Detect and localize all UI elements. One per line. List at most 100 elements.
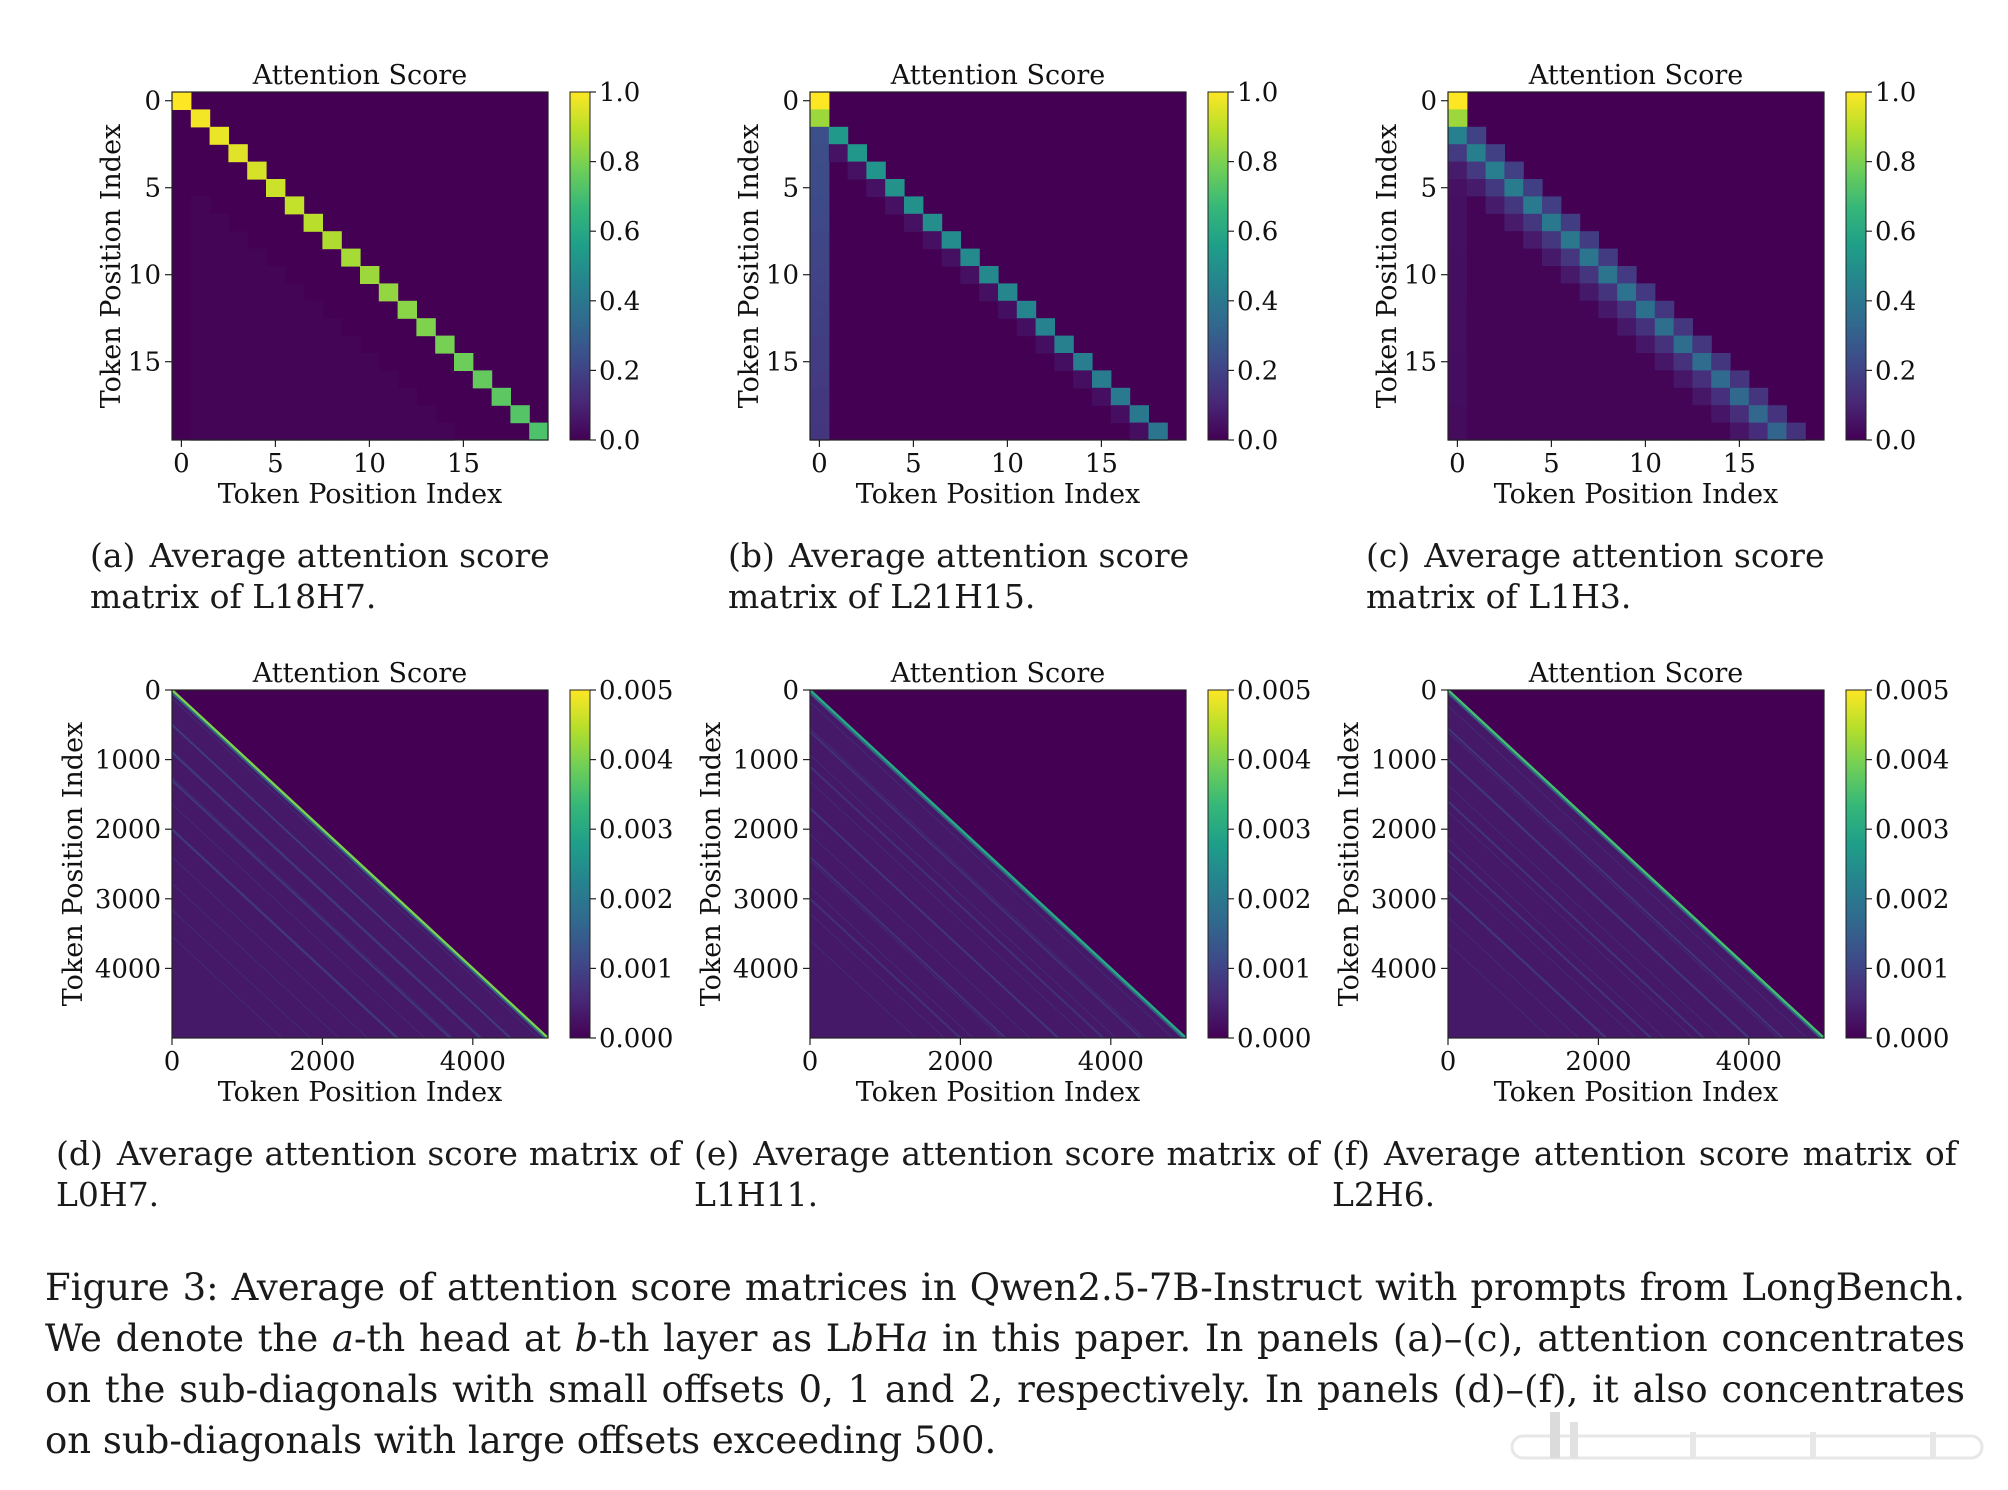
colorbar-tick-label: 0.0 xyxy=(1875,426,1916,456)
heatmap-cell xyxy=(1448,266,1468,284)
sub-diagonal-line xyxy=(1447,758,1750,1039)
heatmap-cell xyxy=(1504,179,1524,197)
colorbar-tick-label: 0.001 xyxy=(1875,954,1949,984)
heatmap-cell xyxy=(1466,266,1487,284)
heatmap-cell xyxy=(190,422,211,441)
near-diagonal-line xyxy=(1447,692,1822,1039)
heatmap-cell xyxy=(303,370,323,389)
heatmap-cell xyxy=(190,370,211,389)
heatmap-cell xyxy=(1542,213,1562,232)
heatmap-cell xyxy=(810,353,830,371)
sub-diagonal-line xyxy=(1447,890,1608,1039)
heatmap-cell xyxy=(1767,422,1787,441)
chart-title: Attention Score xyxy=(890,658,1106,689)
colorbar-tick-label: 1.0 xyxy=(599,78,640,108)
heatmap-cell xyxy=(1504,318,1524,337)
heatmap-cell xyxy=(904,196,924,215)
heatmap-cell xyxy=(1542,300,1562,319)
colorbar-tick-label: 0.4 xyxy=(1237,287,1278,317)
heatmap-cell xyxy=(1579,387,1599,406)
heatmap-cell xyxy=(190,196,211,215)
heatmap-cell xyxy=(810,196,830,215)
heatmap-cell xyxy=(284,405,305,424)
heatmap-cell xyxy=(810,318,830,337)
heatmap-cell xyxy=(1466,179,1487,197)
heatmap-cell xyxy=(1485,353,1505,371)
heatmap-cell xyxy=(1448,196,1468,215)
heatmap-cell xyxy=(1598,318,1618,337)
heatmap-cell xyxy=(1560,353,1581,371)
sub-diagonal-line xyxy=(171,803,426,1039)
sub-diagonal-line xyxy=(171,724,512,1039)
heatmap-cell xyxy=(1560,283,1581,302)
y-axis-label: Token Position Index xyxy=(58,722,89,1007)
heatmap-cell xyxy=(228,318,248,337)
axes-frame xyxy=(1447,91,1825,441)
heatmap-cell xyxy=(360,370,380,389)
colorbar-tick-label: 0.0 xyxy=(599,426,640,456)
heatmap-cell xyxy=(209,370,229,389)
heatmap-cell xyxy=(810,231,830,250)
heatmap-cell xyxy=(266,300,286,319)
heatmap-cell xyxy=(1485,387,1505,406)
heatmap-cell xyxy=(1448,335,1468,354)
heatmap-cell xyxy=(341,248,361,267)
heatmap-cell xyxy=(360,266,380,284)
y-tick-label: 4000 xyxy=(1371,954,1437,984)
colorbar xyxy=(1845,91,1867,441)
heatmap-cell xyxy=(1617,318,1637,337)
heatmap-cell xyxy=(190,248,211,267)
colorbar-tick-label: 0.6 xyxy=(1237,217,1278,247)
heatmap-cell xyxy=(228,300,248,319)
heatmap-cell xyxy=(1617,387,1637,406)
sub-diagonal-line xyxy=(809,939,917,1039)
caption-b: (b) Average attention score matrix of L21… xyxy=(728,535,1288,617)
heatmap-cell xyxy=(1485,318,1505,337)
heatmap-cell xyxy=(416,422,436,441)
colorbar xyxy=(1207,689,1229,1039)
heatmap-cell xyxy=(828,144,849,163)
heatmap-cell xyxy=(247,266,267,284)
heatmap-cell xyxy=(1073,353,1093,371)
colorbar-tick-label: 0.003 xyxy=(599,815,673,845)
figure-caption-var-b: b xyxy=(574,1317,599,1360)
heatmap-cell xyxy=(209,318,229,337)
heatmap-cell xyxy=(284,422,305,441)
heatmap-cell xyxy=(529,422,549,441)
heatmap-cell xyxy=(1466,144,1487,163)
heatmap-cell xyxy=(1654,335,1675,354)
heatmap-cell xyxy=(1523,335,1543,354)
x-tick-label: 4000 xyxy=(1078,1047,1144,1077)
heatmap-cell xyxy=(341,387,361,406)
colorbar-tick-label: 0.003 xyxy=(1875,815,1949,845)
heatmap-cell xyxy=(1636,353,1656,371)
heatmap-cell xyxy=(1523,248,1543,267)
heatmap-cell xyxy=(209,387,229,406)
heatmap-cell xyxy=(266,318,286,337)
heatmap-cell xyxy=(190,387,211,406)
heatmap-cell xyxy=(1485,231,1505,250)
sub-diagonal-line xyxy=(1447,727,1784,1039)
heatmap-cell xyxy=(322,318,342,337)
heatmap-cell xyxy=(1711,353,1731,371)
heatmap-cell xyxy=(303,300,323,319)
heatmap-cell xyxy=(1485,161,1505,180)
heatmap-cell xyxy=(247,300,267,319)
heatmap-cell xyxy=(1092,370,1112,389)
caption-label: (c) xyxy=(1366,536,1411,575)
heatmap-cell xyxy=(1485,283,1505,302)
y-tick-label: 1000 xyxy=(95,746,161,776)
heatmap-cell xyxy=(1523,213,1543,232)
heatmap-cell xyxy=(1466,370,1487,389)
sub-diagonal-line xyxy=(809,731,1142,1039)
heatmap-cell xyxy=(190,405,211,424)
heatmap-cell xyxy=(1730,422,1750,441)
heatmap-cell xyxy=(228,266,248,284)
heatmap-cell xyxy=(1448,109,1468,128)
heatmap-cell xyxy=(1523,196,1543,215)
heatmap-cell xyxy=(1579,353,1599,371)
heatmap-cell xyxy=(435,422,455,441)
heatmap-cell xyxy=(284,387,305,406)
heatmap-cell xyxy=(1542,231,1562,250)
